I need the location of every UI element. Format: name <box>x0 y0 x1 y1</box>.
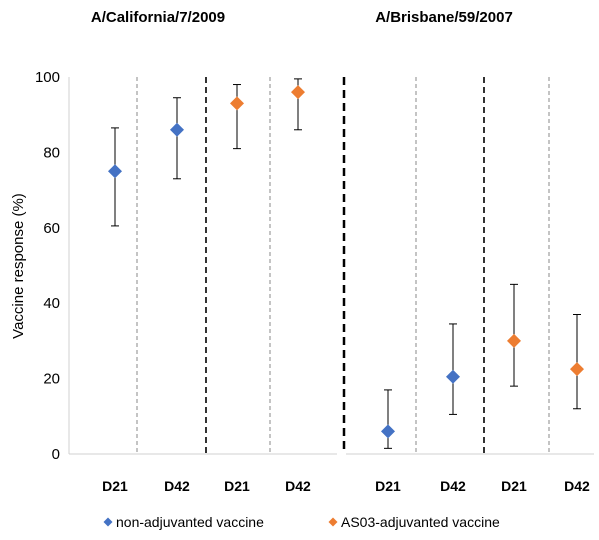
x-tick-label: D42 <box>440 478 466 494</box>
axis-ticks: 0 20 40 60 80 100 D21 D42 D21 D42 D21 D42 D21 D42 <box>35 69 590 494</box>
y-tick-label: 20 <box>43 371 60 388</box>
x-tick-label: D42 <box>564 478 590 494</box>
x-tick-label: D21 <box>224 478 250 494</box>
data-point-non-adjuvanted <box>170 122 184 137</box>
legend-marker <box>328 517 338 527</box>
x-tick-label: D42 <box>285 478 311 494</box>
data-point-non-adjuvanted <box>381 424 395 439</box>
panel-title-brisbane: A/Brisbane/59/2007 <box>375 9 513 26</box>
legend-marker <box>103 517 113 527</box>
y-tick-label: 100 <box>35 69 60 86</box>
legend-label: non-adjuvanted vaccine <box>116 514 264 530</box>
axes-frame <box>68 77 594 455</box>
y-tick-label: 40 <box>43 295 60 312</box>
data-point-non-adjuvanted <box>446 369 460 384</box>
data-point-as03-adjuvanted <box>507 333 521 348</box>
data-point-non-adjuvanted <box>108 164 122 179</box>
x-tick-label: D42 <box>164 478 190 494</box>
y-tick-label: 80 <box>43 144 60 161</box>
y-tick-label: 0 <box>52 446 60 463</box>
x-tick-label: D21 <box>501 478 527 494</box>
y-tick-label: 60 <box>43 220 60 237</box>
data-marks <box>108 78 584 449</box>
x-tick-label: D21 <box>375 478 401 494</box>
panel-title-california: A/California/7/2009 <box>91 9 225 26</box>
data-point-as03-adjuvanted <box>291 85 305 100</box>
x-tick-label: D21 <box>102 478 128 494</box>
legend-label: AS03-adjuvanted vaccine <box>341 514 500 530</box>
legend: non-adjuvanted vaccine AS03-adjuvanted va… <box>103 514 500 530</box>
data-point-as03-adjuvanted <box>230 96 244 111</box>
data-point-as03-adjuvanted <box>570 362 584 377</box>
y-axis-label: Vaccine response (%) <box>10 193 27 339</box>
